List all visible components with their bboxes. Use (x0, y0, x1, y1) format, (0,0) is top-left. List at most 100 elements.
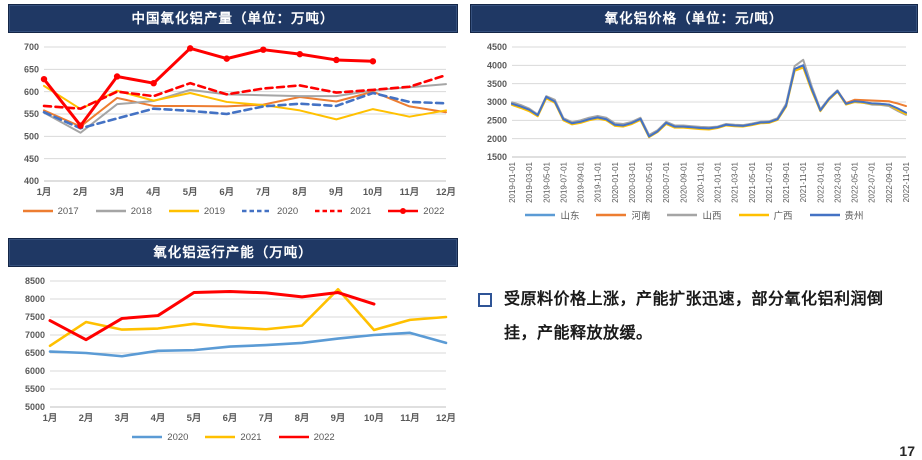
legend-line-swatch-2018 (95, 209, 126, 213)
svg-text:1月: 1月 (43, 413, 58, 424)
legend-line-swatch-广西 (738, 213, 769, 217)
svg-text:2022-11-01: 2022-11-01 (902, 161, 911, 202)
legend-line-swatch-2022 (388, 208, 419, 214)
svg-text:500: 500 (24, 132, 39, 142)
legend-line-swatch-山西 (667, 213, 698, 217)
legend-item-2022: 2022 (387, 206, 444, 217)
chart-title-alumina-price: 氧化铝价格（单位：元/吨） (470, 4, 918, 33)
svg-text:7500: 7500 (25, 312, 45, 322)
svg-text:2020-01-01: 2020-01-01 (611, 161, 620, 202)
legend-line-swatch-2022 (278, 435, 309, 439)
legend-line-swatch-2020 (242, 209, 272, 213)
panel-alumina-production: 中国氧化铝产量（单位：万吨） 400 450 500 550 600 650 700 1月 2月… (8, 4, 458, 219)
alumina-production-line-chart: 400 450 500 550 600 650 700 1月 2月 3月 4月 5月 6月 7月 8月 9月 1… (24, 42, 456, 198)
legend-label: 2021 (240, 431, 262, 443)
svg-text:2020-07-01: 2020-07-01 (662, 161, 671, 202)
legend-label: 广西 (773, 211, 793, 222)
svg-text:2021-01-01: 2021-01-01 (714, 161, 723, 202)
legend-label: 山东 (560, 211, 580, 222)
alumina-price-line-chart: 1500 2000 2500 3000 3500 4000 4500 2019-01-01 20… (487, 42, 911, 203)
svg-text:3500: 3500 (487, 79, 507, 89)
chart-title-alumina-capacity: 氧化铝运行产能（万吨） (8, 238, 458, 267)
svg-text:2021-07-01: 2021-07-01 (765, 161, 774, 202)
svg-text:2020-03-01: 2020-03-01 (628, 161, 637, 202)
svg-text:5500: 5500 (25, 384, 45, 394)
svg-text:2022-07-01: 2022-07-01 (868, 161, 877, 202)
legend-item-2021: 2021 (204, 431, 262, 443)
legend-label: 2021 (350, 205, 372, 217)
svg-text:2019-05-01: 2019-05-01 (542, 161, 551, 202)
panel-alumina-price: 氧化铝价格（单位：元/吨） 1500 2000 2500 3000 3500 4000 45… (470, 4, 918, 223)
svg-text:2021-09-01: 2021-09-01 (782, 161, 791, 202)
svg-text:8500: 8500 (25, 276, 45, 286)
legend-item-山西: 山西 (666, 208, 722, 222)
panel-alumina-capacity: 氧化铝运行产能（万吨） 5000 5500 6000 6500 7000 7500 8000… (8, 238, 458, 445)
legend-line-swatch-2019 (168, 209, 199, 213)
svg-text:4月: 4月 (146, 187, 161, 198)
svg-text:2019-01-01: 2019-01-01 (508, 161, 517, 202)
svg-text:1500: 1500 (487, 152, 507, 162)
legend-label: 2022 (423, 205, 445, 217)
legend-line-swatch-河南 (596, 213, 627, 217)
svg-text:2022-03-01: 2022-03-01 (833, 161, 842, 202)
legend-line-swatch-贵州 (809, 213, 840, 217)
legend-item-河南: 河南 (595, 208, 650, 222)
svg-text:1月: 1月 (37, 187, 52, 198)
svg-text:2019-07-01: 2019-07-01 (559, 161, 568, 202)
svg-text:3月: 3月 (115, 413, 130, 424)
svg-text:12月: 12月 (436, 187, 456, 198)
legend-line-swatch-2020 (132, 435, 163, 439)
svg-text:2500: 2500 (487, 116, 507, 126)
legend-label: 2017 (57, 205, 79, 217)
legend-item-山东: 山东 (524, 208, 579, 222)
svg-text:2021-05-01: 2021-05-01 (748, 161, 757, 202)
svg-text:7000: 7000 (25, 330, 45, 340)
svg-text:11月: 11月 (400, 413, 420, 424)
svg-text:8000: 8000 (25, 294, 45, 304)
svg-text:6000: 6000 (25, 366, 45, 376)
commentary-block: 受原料价格上涨，产能扩张迅速，部分氧化铝利润倒挂，产能释放放缓。 (478, 283, 908, 352)
svg-text:4月: 4月 (151, 413, 166, 424)
legend-item-2020: 2020 (131, 432, 188, 443)
svg-text:8月: 8月 (292, 187, 307, 198)
legend-line-swatch-2017 (22, 209, 53, 213)
svg-text:4000: 4000 (487, 61, 507, 71)
legend-item-2018: 2018 (95, 206, 152, 217)
svg-text:2020-09-01: 2020-09-01 (679, 161, 688, 202)
svg-text:700: 700 (24, 42, 39, 52)
legend-label: 2019 (203, 205, 225, 217)
alumina-capacity-line-chart: 5000 5500 6000 6500 7000 7500 8000 8500 1月 2月 3月 4月… (25, 276, 456, 424)
legend-label: 河南 (631, 211, 651, 222)
legend-item-2017: 2017 (22, 206, 79, 217)
svg-text:6月: 6月 (219, 187, 234, 198)
svg-text:7月: 7月 (259, 413, 274, 424)
svg-text:7月: 7月 (256, 187, 271, 198)
svg-text:2019-09-01: 2019-09-01 (577, 161, 586, 202)
svg-text:600: 600 (24, 87, 39, 97)
legend-item-2020: 2020 (241, 206, 298, 217)
alumina-price-legend: 山东 河南 山西 广西 贵州 (470, 207, 918, 223)
legend-item-2021: 2021 (314, 206, 371, 217)
chart-title-alumina-production: 中国氧化铝产量（单位：万吨） (8, 4, 458, 33)
legend-line-swatch-2021 (315, 209, 346, 213)
square-bullet-icon (478, 293, 492, 307)
legend-label: 贵州 (844, 211, 864, 222)
svg-text:10月: 10月 (363, 187, 383, 198)
svg-text:2020-11-01: 2020-11-01 (696, 161, 705, 202)
svg-text:2021-11-01: 2021-11-01 (799, 161, 808, 202)
svg-text:2021-03-01: 2021-03-01 (731, 161, 740, 202)
svg-text:2022-05-01: 2022-05-01 (851, 161, 860, 202)
svg-text:2月: 2月 (79, 413, 94, 424)
legend-item-2019: 2019 (168, 206, 225, 217)
svg-text:11月: 11月 (400, 187, 420, 198)
svg-text:400: 400 (24, 176, 39, 186)
svg-text:4500: 4500 (487, 42, 507, 52)
svg-text:2020-05-01: 2020-05-01 (645, 161, 654, 202)
legend-label: 山西 (702, 211, 722, 222)
legend-item-广西: 广西 (738, 208, 793, 222)
alumina-production-legend: 2017 2018 2019 2020 2021 2022 (8, 203, 458, 219)
legend-line-swatch-山东 (525, 213, 556, 217)
svg-text:9月: 9月 (331, 413, 346, 424)
svg-text:6500: 6500 (25, 348, 45, 358)
